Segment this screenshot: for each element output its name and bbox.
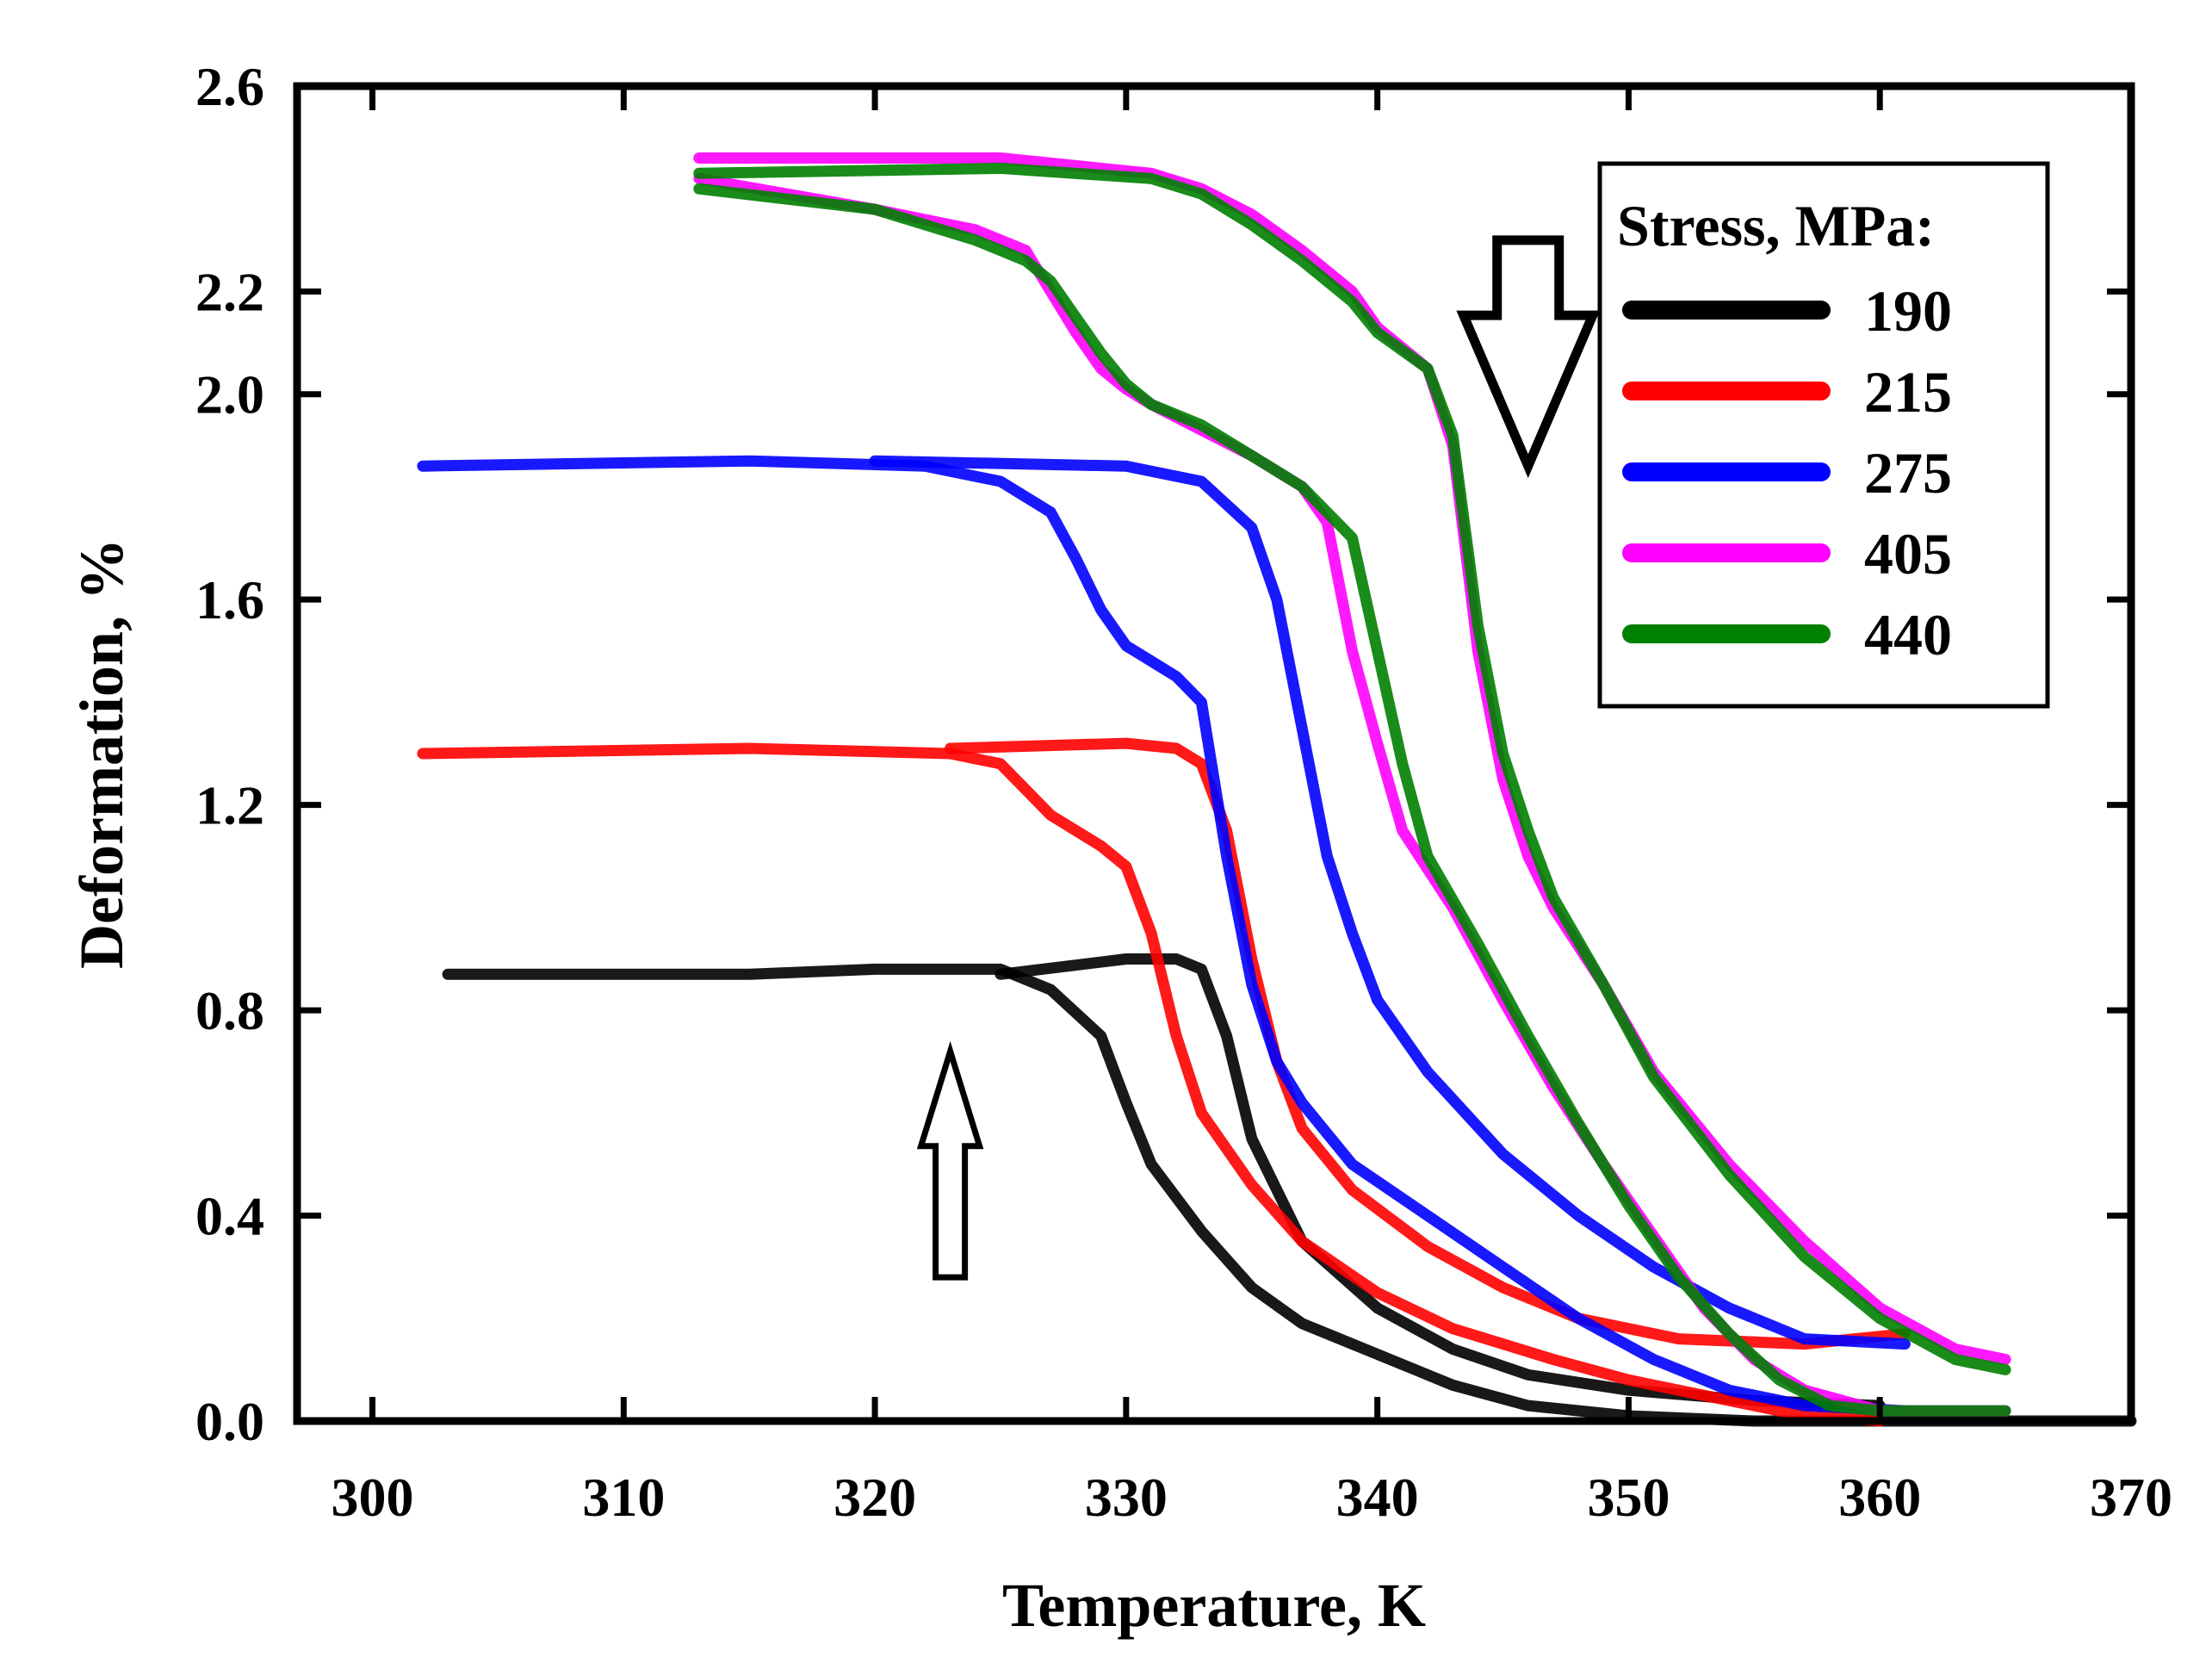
- legend-entries: 190 215 275 405 440: [1622, 278, 1952, 667]
- x-axis-title: Temperature, K: [1002, 1571, 1426, 1640]
- x-tick-label: 300: [331, 1467, 414, 1528]
- legend-label-405: 405: [1864, 521, 1952, 586]
- plot-frame: [293, 82, 2135, 1425]
- y-tick-label: 1.6: [195, 569, 264, 630]
- x-tick-label: 360: [1838, 1467, 1921, 1528]
- y-tick-label: 1.2: [195, 775, 264, 836]
- legend-box: [1597, 161, 2050, 709]
- tick-layer: [297, 83, 2135, 1424]
- x-tick-label: 330: [1085, 1467, 1168, 1528]
- series-215-cooling-line: [417, 742, 1886, 1427]
- series-275-cooling-line: [417, 455, 1911, 1417]
- y-tick-label: 0.0: [195, 1391, 264, 1452]
- legend-label-275: 275: [1864, 440, 1952, 506]
- series-layer: [417, 152, 2137, 1427]
- legend-label-215: 215: [1864, 359, 1952, 425]
- legend-title: Stress, MPa:: [1617, 193, 1935, 258]
- legend-label-440: 440: [1864, 602, 1952, 667]
- series-215-heating-line: [945, 737, 1911, 1350]
- y-tick-label: 2.2: [195, 261, 264, 322]
- y-tick-label: 2.0: [195, 364, 264, 425]
- legend: Stress, MPa: 190 215 275 405 440: [1597, 161, 2050, 709]
- series-440-cooling-line: [693, 183, 2011, 1417]
- x-tick-label: 340: [1336, 1467, 1419, 1528]
- heating-direction-arrow: [916, 1040, 984, 1281]
- y-tick-label: 0.8: [195, 980, 264, 1041]
- x-tick-label: 370: [2090, 1467, 2172, 1528]
- x-tick-label: 350: [1587, 1467, 1670, 1528]
- series-440-heating-line: [693, 162, 2011, 1375]
- legend-label-190: 190: [1864, 278, 1952, 344]
- cooling-direction-arrow: [1456, 235, 1601, 479]
- y-axis-title: Deformation, %: [67, 538, 136, 969]
- y-tick-label: 0.4: [195, 1186, 264, 1247]
- series-190-heating-line: [994, 953, 1886, 1412]
- y-tick-label: 2.6: [195, 56, 264, 117]
- tick-label-layer: 300 310 320 330 340 350 360 370 0.0 0.4 0.8 1.2 1.6 2…: [195, 56, 2172, 1528]
- x-tick-label: 310: [582, 1467, 665, 1528]
- x-tick-label: 320: [833, 1467, 916, 1528]
- annotation-layer: [916, 235, 1601, 1281]
